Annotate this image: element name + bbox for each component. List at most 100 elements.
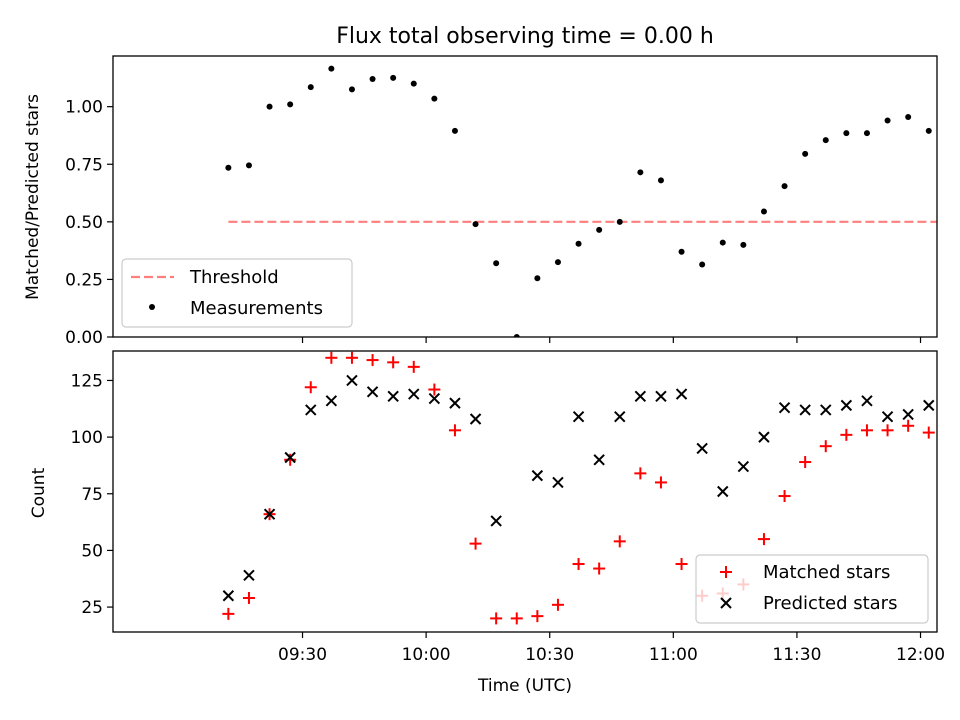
measurement-point [287, 101, 294, 108]
measurement-point [596, 226, 603, 233]
matched-stars-point [407, 360, 420, 373]
top-ylabel: Matched/Predicted stars [23, 94, 43, 300]
predicted-stars-point [490, 515, 502, 527]
matched-stars-point [222, 607, 235, 620]
predicted-stars-point [778, 401, 791, 414]
bottom-xtick-label: 09:30 [278, 645, 327, 665]
matched-stars-point [654, 476, 667, 489]
matched-stars-point [387, 356, 400, 369]
predicted-stars-point [675, 388, 688, 400]
measurement-point [348, 86, 355, 93]
matched-stars-point [757, 533, 770, 546]
matched-stars-point [242, 592, 255, 605]
top-ytick-label: 0.00 [65, 328, 103, 348]
matched-stars-point [448, 424, 461, 437]
measurement-point [657, 177, 664, 184]
bottom-ytick-label: 25 [81, 598, 103, 618]
matched-stars-point [345, 351, 358, 364]
matched-stars-point [531, 610, 544, 623]
matched-stars-point [304, 381, 317, 394]
matched-stars-point [572, 558, 585, 571]
predicted-stars-point [222, 590, 235, 602]
bottom-ytick-label: 75 [81, 485, 103, 505]
predicted-stars-point [799, 404, 811, 416]
measurement-point [493, 260, 500, 267]
measurement-point [554, 259, 561, 266]
predicted-stars-point [696, 442, 708, 455]
measurement-point [266, 103, 273, 110]
matched-stars-point [902, 419, 915, 432]
measurement-point [863, 130, 870, 137]
predicted-stars-point [531, 469, 544, 482]
measurement-point [225, 164, 232, 171]
measurement-point [472, 221, 479, 228]
predicted-stars-point [325, 395, 338, 407]
predicted-stars-point [758, 431, 770, 443]
predicted-stars-point [820, 404, 832, 416]
predicted-stars-point [428, 392, 441, 405]
measurement-point [637, 169, 644, 176]
predicted-stars-point [840, 399, 853, 412]
matched-stars-point [860, 424, 873, 437]
measurement-point [699, 261, 706, 268]
measurement-point [719, 239, 726, 246]
predicted-stars-point [902, 408, 914, 421]
matched-stars-point [284, 453, 297, 466]
predicted-stars-point [408, 388, 420, 400]
matched-stars-point [428, 383, 441, 396]
measurement-point [431, 95, 438, 102]
predicted-stars-point [717, 485, 729, 498]
measurement-point [245, 162, 252, 169]
top-title: Flux total observing time = 0.00 h [336, 24, 714, 49]
matched-stars-point [881, 424, 894, 437]
predicted-stars-point [593, 454, 605, 466]
bottom-axes-frame [112, 350, 938, 633]
matched-stars-point [799, 456, 812, 469]
measurement-point [328, 65, 335, 72]
predicted-stars-point [366, 386, 379, 398]
predicted-stars-point [572, 411, 585, 423]
matched-stars-point [593, 562, 606, 575]
measurement-point [781, 183, 788, 190]
top-plot-area [225, 65, 937, 337]
predicted-stars-point [346, 374, 358, 387]
predicted-stars-point [634, 390, 647, 403]
top-axes-frame [112, 55, 938, 338]
predicted-stars-point [552, 476, 564, 489]
matched-stars-point [634, 467, 647, 480]
measurement-point [884, 117, 891, 124]
measurement-point [410, 80, 417, 87]
bottom-plot-area [222, 351, 935, 625]
top-ytick-label: 0.75 [65, 155, 103, 175]
matched-stars-point [840, 428, 853, 441]
measurement-point [678, 248, 685, 255]
measurement-point [843, 130, 850, 137]
bottom-xtick-label: 12:00 [896, 645, 945, 665]
predicted-stars-point [737, 460, 750, 473]
predicted-stars-point [469, 413, 482, 425]
measurement-point [575, 240, 582, 247]
matched-stars-point [490, 612, 503, 625]
bottom-ticks: 25 50 75 100 125 09:30 10:00 10:30 11:00 11:30 12:… [71, 371, 945, 665]
bottom-ytick-label: 100 [71, 428, 103, 448]
top-ytick-label: 0.25 [65, 270, 103, 290]
matched-stars-point [819, 440, 832, 453]
measurement-point [451, 127, 458, 134]
predicted-stars-point [881, 411, 894, 423]
top-ytick-label: 0.50 [65, 213, 103, 233]
predicted-stars-point [655, 390, 667, 403]
measurement-point [513, 334, 520, 337]
measurement-point [740, 241, 747, 248]
bottom-xlabel: Time (UTC) [477, 676, 572, 696]
measurement-point [616, 218, 623, 225]
predicted-stars-point [263, 508, 276, 520]
top-legend-box [121, 258, 353, 328]
predicted-stars-point [305, 404, 317, 416]
predicted-stars-point [284, 451, 296, 464]
measurement-point [307, 84, 314, 91]
legend-measurements-label: Measurements [190, 298, 323, 319]
matched-stars-point [922, 426, 935, 439]
matched-stars-point [675, 558, 688, 571]
legend-threshold-label: Threshold [189, 267, 279, 288]
